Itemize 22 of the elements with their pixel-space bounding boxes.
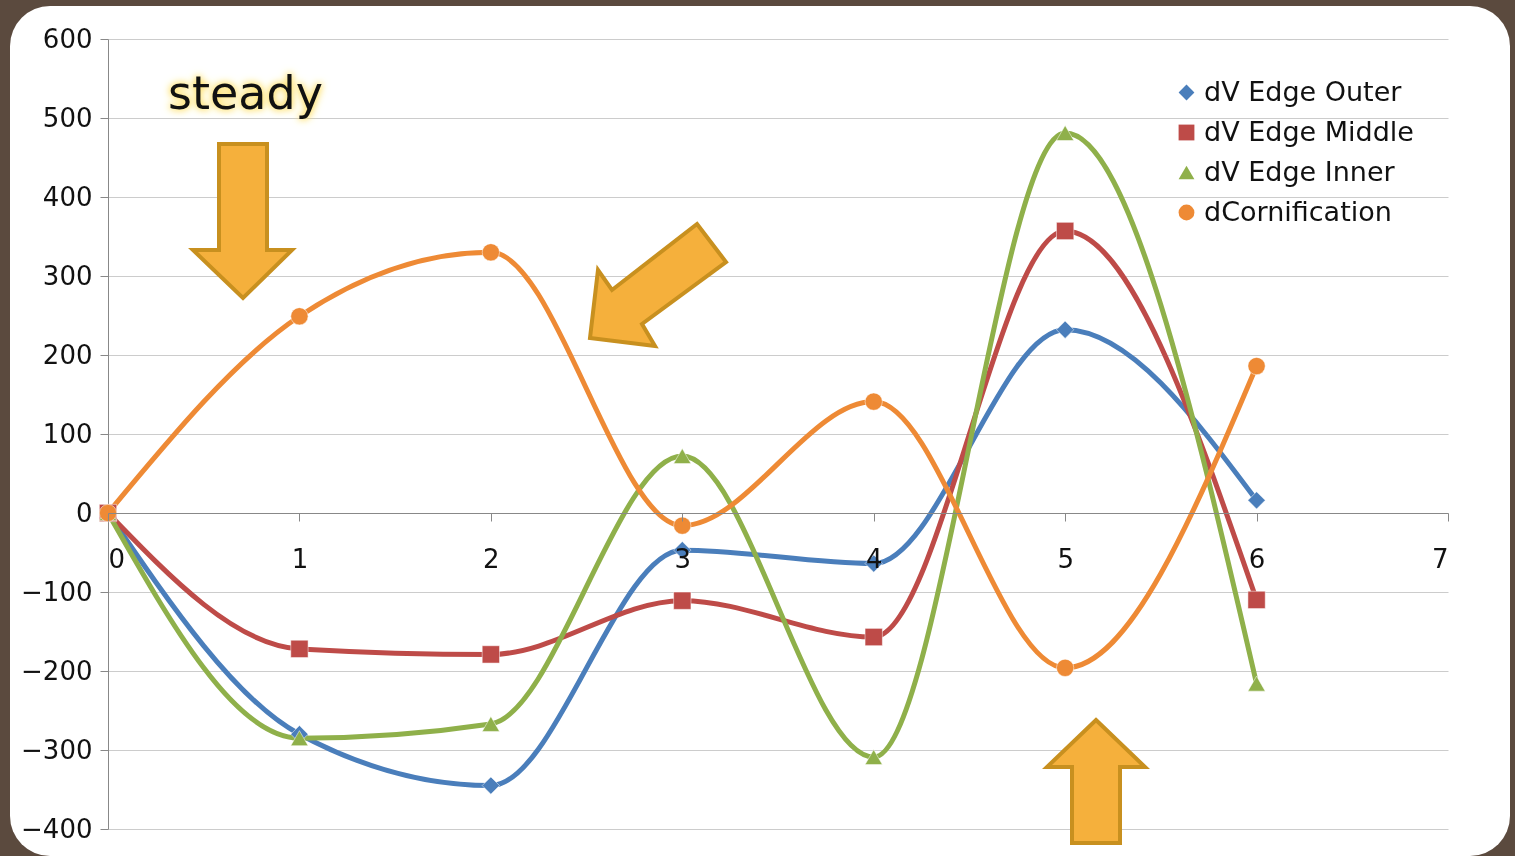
x-tick-label: 1 xyxy=(291,543,309,574)
y-tick-label: 100 xyxy=(42,418,93,449)
annotation: steady xyxy=(168,66,323,120)
x-tick-label: 6 xyxy=(1248,543,1266,574)
x-tick-label: 2 xyxy=(483,543,500,574)
y-tick-label: 500 xyxy=(42,102,93,133)
legend-label: dV Edge Middle xyxy=(1204,115,1414,147)
x-tick-label: 5 xyxy=(1057,543,1074,574)
y-tick-label: −400 xyxy=(21,813,93,844)
y-tick-label: 400 xyxy=(42,181,93,212)
y-tick-label: −100 xyxy=(21,576,93,607)
legend-label: dV Edge Inner xyxy=(1204,155,1396,187)
y-tick-label: 600 xyxy=(42,23,93,54)
y-tick-label: 300 xyxy=(42,260,93,291)
y-tick-label: 0 xyxy=(75,497,93,528)
y-tick-label: 200 xyxy=(42,339,93,370)
x-tick-label: 7 xyxy=(1431,543,1449,574)
legend-label: dCornification xyxy=(1204,195,1392,227)
legend-label: dV Edge Outer xyxy=(1204,75,1403,107)
y-tick-label: −200 xyxy=(21,655,93,686)
x-tick-label: 0 xyxy=(108,543,126,574)
y-tick-label: −300 xyxy=(21,734,93,765)
